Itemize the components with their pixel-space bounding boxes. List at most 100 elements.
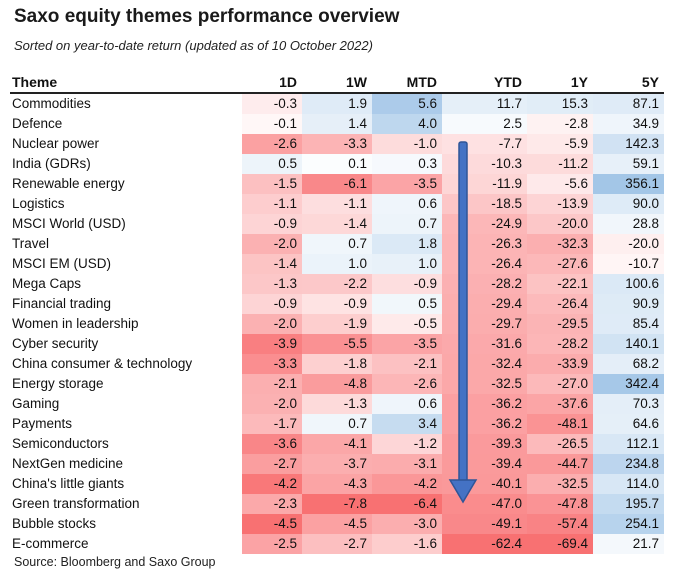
column-header-1d: 1D xyxy=(279,74,297,90)
value-1w: -2.2 xyxy=(302,274,372,294)
value-mtd: 0.6 xyxy=(372,194,442,214)
value-5y: 142.3 xyxy=(593,134,664,154)
value-1y: -20.0 xyxy=(527,214,593,234)
theme-name: MSCI EM (USD) xyxy=(12,256,111,271)
value-5y: 234.8 xyxy=(593,454,664,474)
value-1w: 1.4 xyxy=(302,114,372,134)
value-1y: -11.2 xyxy=(527,154,593,174)
value-5y: 85.4 xyxy=(593,314,664,334)
value-5y: 140.1 xyxy=(593,334,664,354)
value-1y: -26.5 xyxy=(527,434,593,454)
arrow-head xyxy=(448,479,478,504)
table-row: Commodities -0.3 1.9 5.6 11.7 15.3 87.1 xyxy=(10,94,664,114)
value-ytd: -62.4 xyxy=(442,534,527,554)
theme-name: India (GDRs) xyxy=(12,156,91,171)
theme-name: Payments xyxy=(12,416,73,431)
value-mtd: 1.8 xyxy=(372,234,442,254)
value-mtd: -2.1 xyxy=(372,354,442,374)
value-1d: -2.6 xyxy=(242,134,302,154)
table-row: Energy storage -2.1 -4.8 -2.6 -32.5 -27.0 342.… xyxy=(10,374,664,394)
theme-name: Green transformation xyxy=(12,496,140,511)
value-5y: 87.1 xyxy=(593,94,664,114)
column-header-5y: 5Y xyxy=(641,74,659,90)
theme-name: Renewable energy xyxy=(12,176,125,191)
chart-subtitle: Sorted on year-to-date return (updated a… xyxy=(14,38,373,53)
value-1w: 0.1 xyxy=(302,154,372,174)
value-5y: 114.0 xyxy=(593,474,664,494)
theme-name: Logistics xyxy=(12,196,65,211)
value-5y: 68.2 xyxy=(593,354,664,374)
value-1d: -1.3 xyxy=(242,274,302,294)
table-row: Cyber security -3.9 -5.5 -3.5 -31.6 -28.2 140.… xyxy=(10,334,664,354)
theme-name: Financial trading xyxy=(12,296,112,311)
value-mtd: 3.4 xyxy=(372,414,442,434)
value-ytd: -49.1 xyxy=(442,514,527,534)
value-mtd: 5.6 xyxy=(372,94,442,114)
value-1d: -3.9 xyxy=(242,334,302,354)
value-mtd: -0.5 xyxy=(372,314,442,334)
value-1y: -32.5 xyxy=(527,474,593,494)
value-1w: -4.3 xyxy=(302,474,372,494)
table-row: Defence -0.1 1.4 4.0 2.5 -2.8 34.9 xyxy=(10,114,664,134)
value-1y: -44.7 xyxy=(527,454,593,474)
value-1d: -2.0 xyxy=(242,314,302,334)
value-5y: 64.6 xyxy=(593,414,664,434)
value-1y: -27.0 xyxy=(527,374,593,394)
value-1w: 1.0 xyxy=(302,254,372,274)
table-row: Financial trading -0.9 -0.9 0.5 -29.4 -26.4 90… xyxy=(10,294,664,314)
value-1y: -5.9 xyxy=(527,134,593,154)
value-1w: -1.8 xyxy=(302,354,372,374)
value-mtd: -3.5 xyxy=(372,334,442,354)
chart-title: Saxo equity themes performance overview xyxy=(14,6,400,27)
column-header-1w: 1W xyxy=(346,74,367,90)
value-1y: -13.9 xyxy=(527,194,593,214)
value-1w: -6.1 xyxy=(302,174,372,194)
value-mtd: -1.2 xyxy=(372,434,442,454)
table-row: Nuclear power -2.6 -3.3 -1.0 -7.7 -5.9 142.3 xyxy=(10,134,664,154)
table-row: China consumer & technology -3.3 -1.8 -2.1 -… xyxy=(10,354,664,374)
theme-name: Semiconductors xyxy=(12,436,109,451)
theme-name: China consumer & technology xyxy=(12,356,193,371)
value-mtd: 1.0 xyxy=(372,254,442,274)
value-1d: -1.7 xyxy=(242,414,302,434)
value-1d: -0.1 xyxy=(242,114,302,134)
table-row: Gaming -2.0 -1.3 0.6 -36.2 -37.6 70.3 xyxy=(10,394,664,414)
value-1y: -22.1 xyxy=(527,274,593,294)
theme-name: Nuclear power xyxy=(12,136,100,151)
value-1y: -26.4 xyxy=(527,294,593,314)
value-1d: -1.4 xyxy=(242,254,302,274)
value-5y: 90.9 xyxy=(593,294,664,314)
value-5y: 254.1 xyxy=(593,514,664,534)
column-header-1y: 1Y xyxy=(570,74,588,90)
value-mtd: -0.9 xyxy=(372,274,442,294)
value-1d: -4.5 xyxy=(242,514,302,534)
value-5y: 100.6 xyxy=(593,274,664,294)
theme-name: Energy storage xyxy=(12,376,104,391)
value-1w: -1.1 xyxy=(302,194,372,214)
value-1y: -29.5 xyxy=(527,314,593,334)
value-5y: 34.9 xyxy=(593,114,664,134)
table-row: E-commerce -2.5 -2.7 -1.6 -62.4 -69.4 21.7 xyxy=(10,534,664,554)
value-1d: -0.9 xyxy=(242,294,302,314)
value-ytd: 11.7 xyxy=(442,94,527,114)
value-5y: 112.1 xyxy=(593,434,664,454)
value-1w: -4.5 xyxy=(302,514,372,534)
theme-name: China's little giants xyxy=(12,476,125,491)
table-row: Payments -1.7 0.7 3.4 -36.2 -48.1 64.6 xyxy=(10,414,664,434)
table-header-row: Theme 1D 1W MTD YTD 1Y 5Y xyxy=(10,73,664,94)
theme-name: MSCI World (USD) xyxy=(12,216,126,231)
theme-name: Cyber security xyxy=(12,336,99,351)
value-1w: -4.8 xyxy=(302,374,372,394)
value-5y: 28.8 xyxy=(593,214,664,234)
value-mtd: 0.5 xyxy=(372,294,442,314)
value-1w: -0.9 xyxy=(302,294,372,314)
theme-name: NextGen medicine xyxy=(12,456,124,471)
value-5y: 342.4 xyxy=(593,374,664,394)
value-1y: 15.3 xyxy=(527,94,593,114)
value-1w: -2.7 xyxy=(302,534,372,554)
value-mtd: -3.5 xyxy=(372,174,442,194)
theme-name: Bubble stocks xyxy=(12,516,97,531)
value-mtd: -3.1 xyxy=(372,454,442,474)
value-1w: -4.1 xyxy=(302,434,372,454)
source-note: Source: Bloomberg and Saxo Group xyxy=(14,555,216,569)
